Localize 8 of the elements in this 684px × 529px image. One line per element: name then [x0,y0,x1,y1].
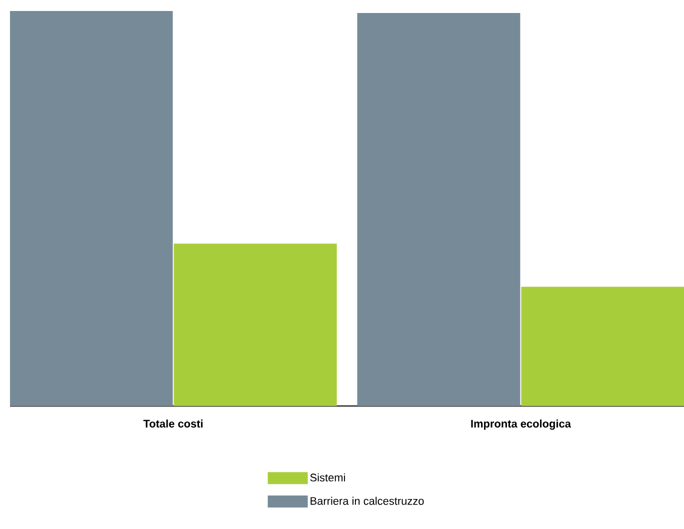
bar [357,12,520,406]
x-tick-label: Impronta ecologica [471,420,572,430]
bar [174,244,337,406]
x-tick-label: Totale costi [143,420,203,428]
bar [521,286,684,406]
legend-label: Barriera in calcestruzzo [310,496,424,505]
legend-label: Sistemi [310,473,345,482]
bar [10,10,173,406]
